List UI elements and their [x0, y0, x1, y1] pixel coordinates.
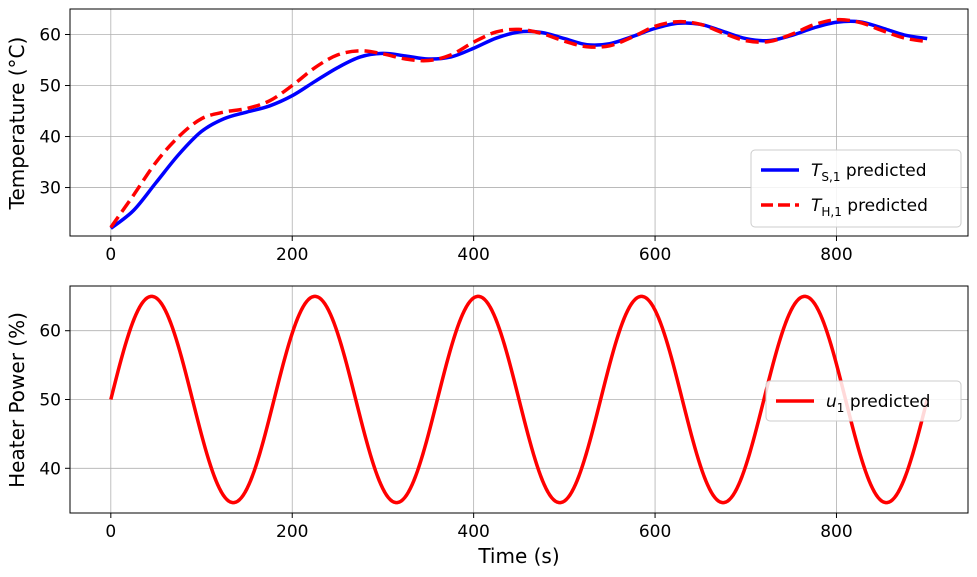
legend-subscript: H,1	[821, 205, 841, 219]
time-x-axis-label: Time (s)	[477, 544, 559, 568]
heater-power-ticks: 0 200 400 600 800 40 50 60	[39, 322, 852, 542]
y-tick-label: 40	[39, 128, 61, 148]
legend-entry-label: u1 predicted	[826, 392, 930, 415]
legend-box	[765, 380, 962, 422]
y-tick-label: 30	[39, 179, 61, 199]
series-line-2	[109, 17, 928, 229]
x-tick-label: 200	[276, 245, 308, 265]
heater-power-y-axis-label: Heater Power (%)	[5, 312, 29, 488]
legend-subscript: 1	[837, 401, 845, 415]
heater-power-subplot: 0 200 400 600 800 40 50 60 Heater Power (%) Tim…	[5, 285, 969, 568]
heater-power-legend: u1 predicted	[765, 380, 962, 422]
legend-suffix: predicted	[844, 392, 930, 412]
x-tick-label: 800	[820, 245, 852, 265]
x-tick-label: 400	[457, 522, 489, 542]
legend-symbol: T	[811, 161, 823, 181]
y-tick-label: 40	[39, 459, 61, 479]
series-line-1	[109, 294, 929, 505]
temperature-subplot: 0 200 400 600 800 30 40 50 60 Temperature (°C) T…	[5, 8, 969, 265]
legend-box	[750, 149, 962, 228]
temperature-y-axis-label: Temperature (°C)	[5, 37, 29, 211]
x-tick-label: 0	[105, 522, 116, 542]
x-tick-label: 600	[639, 522, 671, 542]
legend-symbol: u	[826, 392, 837, 412]
temperature-axes-frame	[69, 8, 969, 237]
y-tick-label: 60	[39, 322, 61, 342]
y-tick-label: 60	[39, 26, 61, 46]
x-tick-label: 0	[105, 245, 116, 265]
temperature-ticks: 0 200 400 600 800 30 40 50 60	[39, 26, 852, 265]
legend-suffix: predicted	[840, 161, 926, 181]
heater-power-lines	[109, 294, 929, 505]
y-tick-label: 50	[39, 77, 61, 97]
x-tick-label: 800	[820, 522, 852, 542]
temperature-lines	[109, 17, 928, 230]
x-tick-label: 400	[457, 245, 489, 265]
legend-entry-label: TS,1 predicted	[811, 161, 927, 184]
legend-suffix: predicted	[842, 196, 928, 216]
x-tick-label: 200	[276, 522, 308, 542]
y-tick-label: 50	[39, 391, 61, 411]
legend-entry-label: TH,1 predicted	[811, 196, 928, 219]
legend-subscript: S,1	[821, 170, 840, 184]
legend-symbol: T	[811, 196, 823, 216]
x-tick-label: 600	[639, 245, 671, 265]
